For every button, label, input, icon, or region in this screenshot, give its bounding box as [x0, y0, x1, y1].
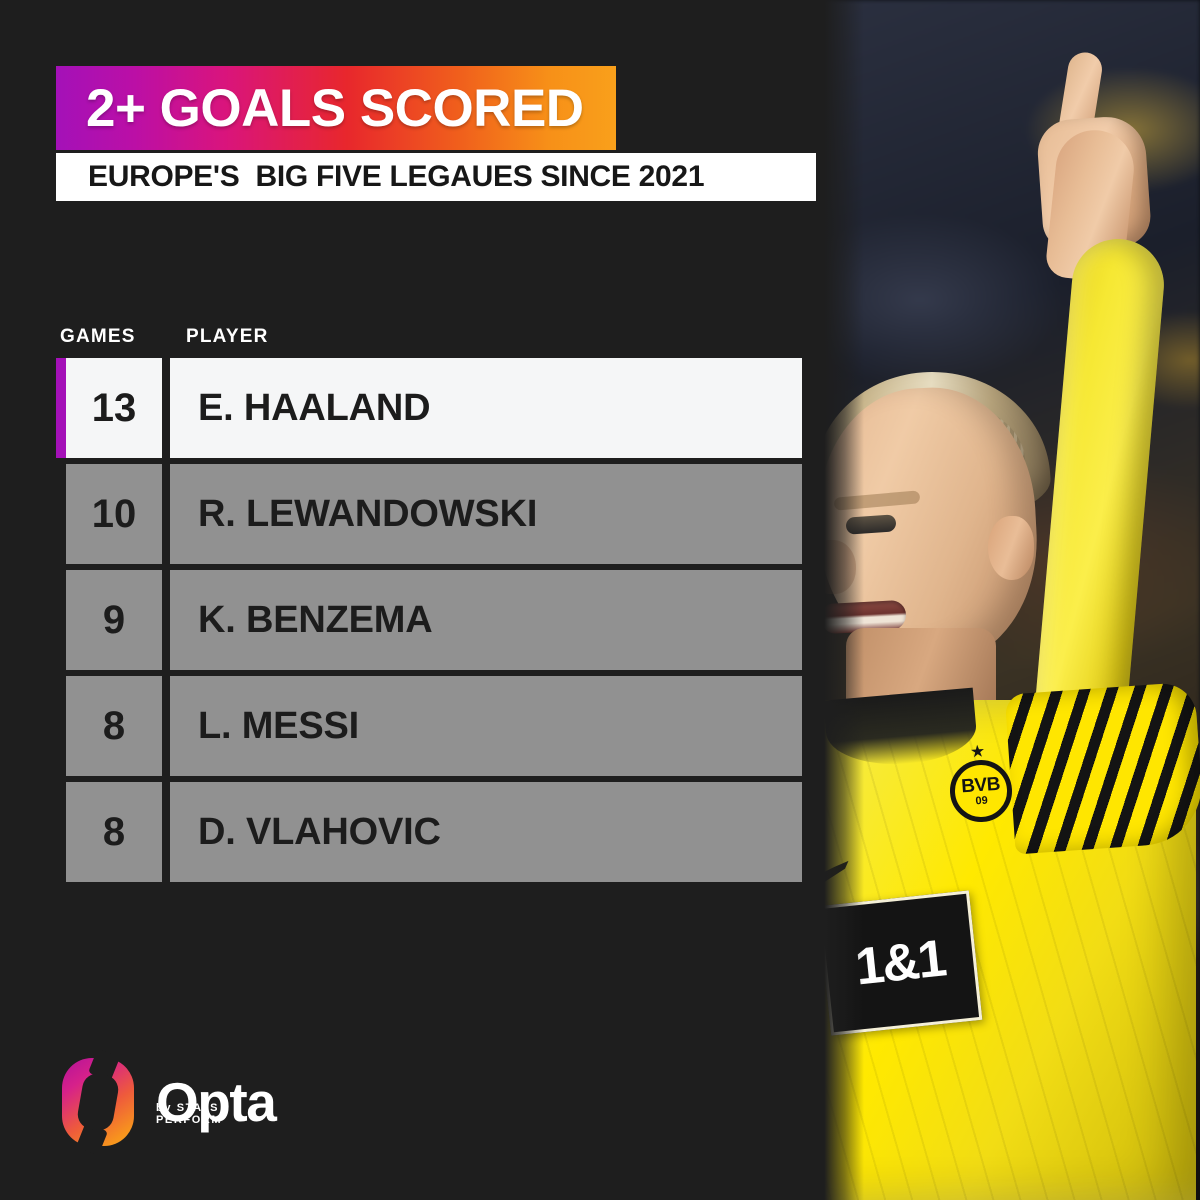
ear — [988, 516, 1034, 580]
brand-tagline: by STATS PERFORM — [156, 1102, 223, 1127]
cell-games: 10 — [66, 464, 162, 564]
column-header-games: GAMES — [60, 326, 136, 347]
stats-table: GAMES PLAYER 13 E. HAALAND 10 R. LEWANDO… — [56, 326, 802, 888]
cell-divider — [162, 570, 170, 670]
page-subtitle: EUROPE'S BIG FIVE LEGAUES SINCE 2021 — [88, 160, 705, 193]
cell-player: L. MESSI — [170, 676, 802, 776]
opta-logo-icon — [62, 1048, 134, 1156]
brand-name: Opta — [156, 1070, 277, 1133]
table-row[interactable]: 10 R. LEWANDOWSKI — [56, 464, 802, 564]
crest-club-label: BVB — [960, 773, 1001, 797]
cell-divider — [162, 676, 170, 776]
opta-wordmark: Opta by STATS PERFORM — [156, 1070, 277, 1133]
cell-divider — [162, 464, 170, 564]
cell-player: E. HAALAND — [170, 358, 802, 458]
shoulder-stripes — [1004, 681, 1200, 855]
sponsor-label: 1&1 — [852, 929, 948, 997]
cell-games: 9 — [66, 570, 162, 670]
cell-games: 13 — [66, 358, 162, 458]
cell-player: K. BENZEMA — [170, 570, 802, 670]
crest-year-label: 09 — [975, 794, 989, 807]
column-header-player: PLAYER — [186, 326, 269, 347]
table-row[interactable]: 9 K. BENZEMA — [56, 570, 802, 670]
cell-divider — [162, 358, 170, 458]
cell-games: 8 — [66, 782, 162, 882]
cell-games: 8 — [66, 676, 162, 776]
title-gradient-bar: 2+ GOALS SCORED — [56, 66, 616, 150]
row-accent-bar — [56, 358, 66, 458]
table-header-row: GAMES PLAYER — [56, 326, 802, 358]
table-row[interactable]: 13 E. HAALAND — [56, 358, 802, 458]
cell-divider — [162, 782, 170, 882]
header-block: 2+ GOALS SCORED EUROPE'S BIG FIVE LEGAUE… — [56, 66, 816, 201]
cell-player: D. VLAHOVIC — [170, 782, 802, 882]
cell-player: R. LEWANDOWSKI — [170, 464, 802, 564]
table-row[interactable]: 8 L. MESSI — [56, 676, 802, 776]
page-title: 2+ GOALS SCORED — [86, 78, 584, 138]
brand-footer: Opta by STATS PERFORM — [62, 1048, 277, 1156]
table-row[interactable]: 8 D. VLAHOVIC — [56, 782, 802, 882]
player-photo: ★ BVB 09 1&1 — [800, 0, 1200, 1200]
subtitle-bar: EUROPE'S BIG FIVE LEGAUES SINCE 2021 — [56, 153, 816, 201]
